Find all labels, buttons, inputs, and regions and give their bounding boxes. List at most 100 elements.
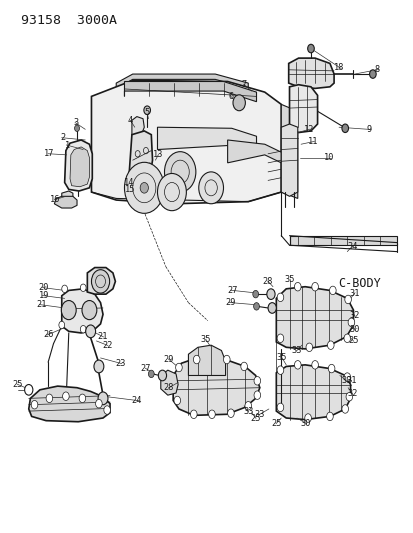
Circle shape [62, 285, 67, 293]
Text: 31: 31 [349, 288, 359, 297]
Text: 24: 24 [131, 396, 142, 405]
Circle shape [124, 163, 164, 213]
Circle shape [276, 334, 283, 343]
Circle shape [276, 366, 283, 374]
Circle shape [190, 410, 197, 418]
Circle shape [347, 318, 354, 327]
Polygon shape [157, 127, 256, 155]
Text: 25: 25 [250, 414, 260, 423]
Circle shape [268, 303, 275, 313]
Circle shape [266, 289, 274, 300]
Circle shape [307, 44, 313, 53]
Circle shape [158, 370, 166, 381]
Circle shape [208, 410, 215, 418]
Polygon shape [275, 365, 350, 419]
Circle shape [369, 70, 375, 78]
Polygon shape [288, 58, 333, 88]
Circle shape [304, 414, 311, 422]
Polygon shape [62, 191, 73, 204]
Circle shape [244, 401, 251, 410]
Text: 26: 26 [43, 330, 53, 339]
Text: 21: 21 [36, 300, 46, 309]
Circle shape [254, 391, 260, 399]
Polygon shape [28, 386, 110, 422]
Text: 29: 29 [164, 355, 174, 364]
Polygon shape [62, 289, 103, 333]
Text: 14: 14 [124, 178, 134, 187]
Text: 30: 30 [340, 376, 351, 385]
Text: 7: 7 [241, 80, 246, 89]
Text: 12: 12 [303, 125, 314, 134]
Text: 6: 6 [228, 92, 233, 101]
Circle shape [276, 403, 283, 411]
Circle shape [341, 405, 348, 413]
Text: 5: 5 [144, 108, 150, 117]
Text: 8: 8 [373, 66, 379, 74]
Circle shape [253, 303, 259, 310]
Polygon shape [132, 117, 144, 136]
Text: 11: 11 [307, 137, 318, 146]
Text: 28: 28 [164, 383, 174, 392]
Polygon shape [91, 80, 280, 204]
Circle shape [173, 396, 180, 405]
Text: 33: 33 [242, 407, 253, 416]
Circle shape [311, 282, 318, 291]
Text: 35: 35 [276, 353, 287, 362]
Text: 23: 23 [115, 359, 125, 368]
Text: 13: 13 [153, 150, 163, 159]
Text: 33: 33 [291, 346, 301, 355]
Circle shape [80, 284, 86, 292]
Circle shape [46, 394, 52, 402]
Text: 21: 21 [97, 332, 108, 341]
Circle shape [94, 360, 104, 373]
Circle shape [254, 376, 260, 385]
Circle shape [345, 392, 352, 401]
Circle shape [294, 282, 300, 291]
Text: 2: 2 [61, 133, 66, 142]
Circle shape [341, 124, 348, 133]
Circle shape [252, 290, 258, 298]
Text: 15: 15 [125, 185, 135, 195]
Circle shape [82, 301, 97, 320]
Circle shape [240, 362, 247, 370]
Circle shape [61, 301, 76, 320]
Circle shape [91, 270, 109, 293]
Circle shape [311, 361, 318, 369]
Circle shape [328, 365, 334, 373]
Circle shape [104, 406, 110, 414]
Polygon shape [280, 124, 297, 196]
Text: 9: 9 [365, 125, 370, 134]
Circle shape [193, 356, 199, 364]
Text: 35: 35 [284, 275, 294, 284]
Polygon shape [64, 140, 92, 191]
Circle shape [62, 392, 69, 400]
Polygon shape [289, 236, 396, 245]
Text: 22: 22 [102, 341, 112, 350]
Circle shape [98, 392, 108, 405]
Text: 27: 27 [140, 364, 151, 373]
Polygon shape [116, 74, 248, 88]
Text: 10: 10 [323, 153, 333, 162]
Circle shape [294, 361, 300, 369]
Circle shape [227, 409, 234, 417]
Text: 30: 30 [300, 419, 311, 428]
Circle shape [144, 106, 150, 115]
Circle shape [343, 373, 350, 381]
Text: 27: 27 [227, 286, 237, 295]
Polygon shape [280, 104, 297, 198]
Text: 4: 4 [128, 116, 133, 125]
Circle shape [329, 286, 335, 295]
Circle shape [95, 399, 102, 408]
Circle shape [140, 182, 148, 193]
Circle shape [344, 295, 351, 304]
Text: 31: 31 [345, 376, 356, 385]
Polygon shape [128, 131, 152, 188]
Circle shape [198, 172, 223, 204]
Polygon shape [188, 345, 225, 375]
Text: 17: 17 [44, 149, 55, 158]
Circle shape [305, 343, 312, 352]
Circle shape [74, 125, 79, 132]
Polygon shape [227, 140, 280, 163]
Circle shape [343, 334, 350, 343]
Polygon shape [124, 82, 256, 102]
